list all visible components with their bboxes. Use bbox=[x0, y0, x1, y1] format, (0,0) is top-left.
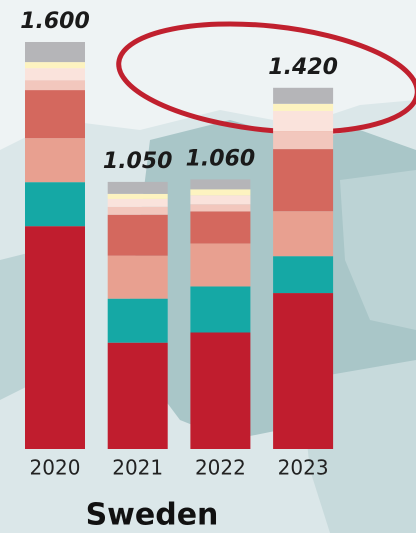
bar-segment bbox=[273, 110, 334, 132]
bar-segment bbox=[190, 179, 251, 190]
bar-segment bbox=[190, 211, 251, 244]
bar-segment bbox=[273, 149, 334, 212]
x-tick-label: 2021 bbox=[112, 456, 163, 480]
bar-segment bbox=[107, 181, 168, 194]
bar-segment bbox=[25, 90, 85, 139]
x-tick-label: 2022 bbox=[195, 456, 246, 480]
bar-segment bbox=[190, 332, 251, 449]
bar-segment bbox=[273, 131, 334, 150]
bar-segment bbox=[107, 198, 168, 207]
bar-segment bbox=[273, 87, 334, 104]
bar-segment bbox=[25, 138, 85, 183]
total-label: 1.050 bbox=[103, 149, 173, 174]
bar-segment bbox=[107, 298, 168, 343]
bar-segment bbox=[25, 182, 85, 227]
bar-segment bbox=[25, 42, 85, 63]
bar-segment bbox=[107, 206, 168, 215]
bar-segment bbox=[107, 342, 168, 449]
bar-segment bbox=[107, 214, 168, 256]
highlight-circle bbox=[116, 21, 416, 135]
x-tick-label: 2020 bbox=[30, 456, 81, 480]
bar-segment bbox=[190, 286, 251, 333]
bar-segment bbox=[190, 189, 251, 196]
total-label: 1.060 bbox=[186, 146, 256, 171]
bar-segment bbox=[25, 68, 85, 81]
bar-segment bbox=[25, 62, 85, 69]
chart-title: Sweden bbox=[86, 498, 219, 533]
bar-segment bbox=[107, 193, 168, 199]
bar-segment bbox=[107, 255, 168, 299]
bar-segment bbox=[190, 243, 251, 287]
bar-segment bbox=[25, 226, 85, 449]
bar-segment bbox=[273, 293, 334, 449]
bar-segment bbox=[190, 204, 251, 212]
x-tick-label: 2023 bbox=[278, 456, 329, 480]
total-label: 1.420 bbox=[268, 55, 338, 80]
bar-segment bbox=[190, 195, 251, 205]
bar-segment bbox=[273, 211, 334, 257]
bar-segment bbox=[273, 103, 334, 111]
map-land bbox=[340, 170, 416, 330]
total-label: 1.600 bbox=[20, 9, 90, 34]
bar-segment bbox=[273, 256, 334, 294]
bar-segment bbox=[25, 80, 85, 91]
